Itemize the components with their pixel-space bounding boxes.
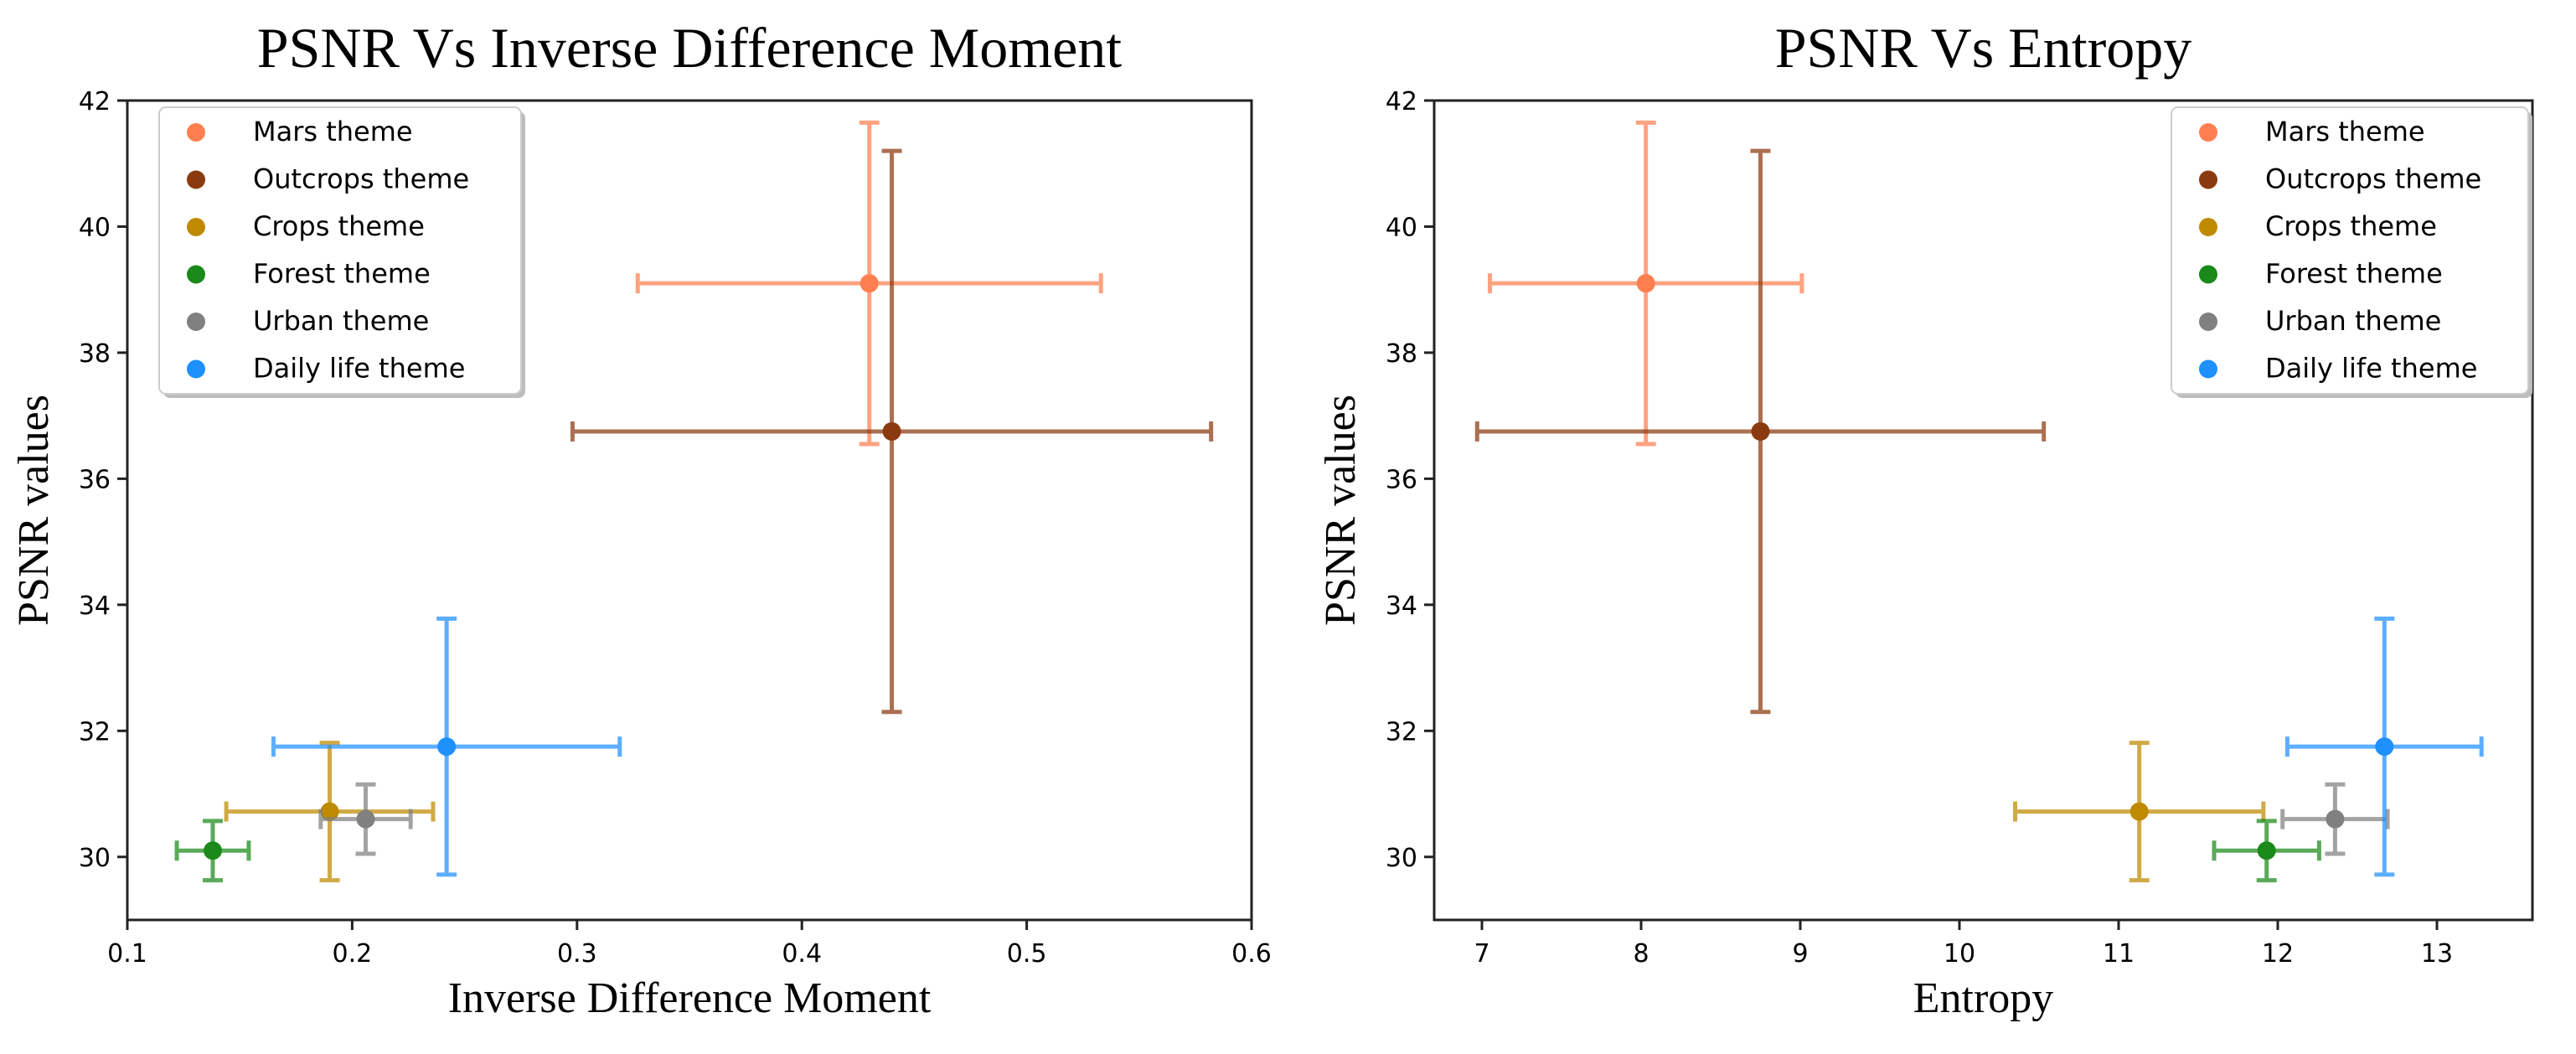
data-point-mars-theme [860, 274, 879, 293]
data-point-urban-theme [2326, 809, 2345, 829]
data-point-crops-theme [2129, 802, 2149, 821]
legend-marker [187, 313, 205, 331]
y-tick-label: 42 [1386, 87, 1417, 116]
data-point-mars-theme [1636, 274, 1655, 293]
legend-marker [2199, 218, 2217, 236]
legend-marker [2199, 265, 2217, 284]
x-axis-label: Entropy [1913, 974, 2054, 1022]
legend-entry-label: Outcrops theme [2265, 163, 2481, 195]
x-tick-label: 0.4 [782, 939, 822, 969]
y-tick-label: 32 [79, 717, 111, 747]
y-tick-label: 38 [1386, 339, 1417, 369]
data-point-daily-life-theme [437, 737, 457, 757]
legend-box [2171, 106, 2529, 395]
data-point-daily-life-theme [2375, 737, 2394, 757]
data-point-forest-theme [2257, 841, 2276, 860]
y-axis-label: PSNR values [1317, 395, 1365, 626]
x-tick-label: 0.1 [107, 939, 147, 969]
x-tick-label: 0.2 [333, 939, 373, 969]
x-tick-label: 11 [2103, 939, 2135, 969]
x-tick-label: 0.3 [557, 939, 597, 969]
y-tick-label: 38 [79, 339, 111, 369]
data-point-urban-theme [356, 809, 375, 829]
legend-marker [2199, 313, 2217, 331]
y-tick-label: 30 [79, 844, 111, 873]
legend-marker [2199, 123, 2217, 142]
x-tick-label: 7 [1474, 939, 1489, 969]
legend-entry-label: Urban theme [2265, 305, 2441, 337]
x-axis-label: Inverse Difference Moment [448, 974, 932, 1022]
legend-marker [2199, 359, 2217, 379]
legend-entry-label: Urban theme [253, 305, 429, 337]
legend: Mars theme Outcrops theme Crops theme Fores… [2171, 106, 2532, 398]
legend-marker [187, 359, 205, 379]
legend-entry-label: Crops theme [253, 210, 425, 242]
y-tick-label: 34 [79, 592, 111, 621]
y-tick-label: 36 [1386, 465, 1417, 494]
data-point-outcrops-theme [882, 421, 901, 441]
data-point-forest-theme [203, 841, 222, 860]
x-tick-label: 8 [1633, 939, 1649, 969]
y-tick-label: 32 [1386, 717, 1417, 747]
legend-marker [2199, 170, 2217, 189]
y-tick-label: 34 [1386, 592, 1417, 621]
legend-entry-label: Daily life theme [253, 353, 465, 385]
y-tick-label: 40 [1386, 213, 1417, 242]
legend: Mars theme Outcrops theme Crops theme Fores… [158, 106, 525, 398]
x-tick-label: 12 [2262, 939, 2294, 969]
legend-marker [187, 170, 205, 189]
y-tick-label: 42 [79, 87, 111, 116]
legend-marker [187, 123, 205, 142]
legend-box [158, 106, 522, 395]
legend-entry-label: Forest theme [2265, 258, 2443, 290]
y-tick-label: 40 [79, 213, 111, 242]
plot-area-frame [126, 99, 1253, 922]
legend-entry-label: Mars theme [253, 116, 413, 147]
legend-entry-label: Crops theme [2265, 210, 2437, 242]
x-tick-label: 9 [1792, 939, 1808, 969]
x-tick-label: 10 [1944, 939, 1975, 969]
chart-title: PSNR Vs Entropy [1775, 16, 2192, 80]
chart-panel-2: PSNR Vs Entropy 7 8 9 10 11 12 13 30 32 34 36 38 40 42… [1317, 16, 2534, 1022]
legend-entry-label: Forest theme [253, 258, 431, 290]
y-tick-label: 30 [1386, 844, 1417, 873]
legend-entry-label: Mars theme [2265, 116, 2425, 147]
x-tick-label: 0.5 [1007, 939, 1047, 969]
data-point-crops-theme [320, 802, 339, 821]
y-axis-label: PSNR values [10, 395, 58, 626]
plot-area-frame [1433, 99, 2534, 922]
legend-marker [187, 265, 205, 284]
data-point-outcrops-theme [1751, 421, 1770, 441]
chart-panel-1: PSNR Vs Inverse Difference Moment 0.1 0.2 0… [10, 16, 1272, 1022]
legend-entry-label: Outcrops theme [253, 163, 469, 195]
x-tick-label: 13 [2421, 939, 2453, 969]
legend-marker [187, 218, 205, 236]
y-tick-label: 36 [79, 465, 111, 494]
x-tick-label: 0.6 [1231, 939, 1272, 969]
chart-title: PSNR Vs Inverse Difference Moment [257, 16, 1123, 80]
legend-entry-label: Daily life theme [2265, 353, 2477, 385]
